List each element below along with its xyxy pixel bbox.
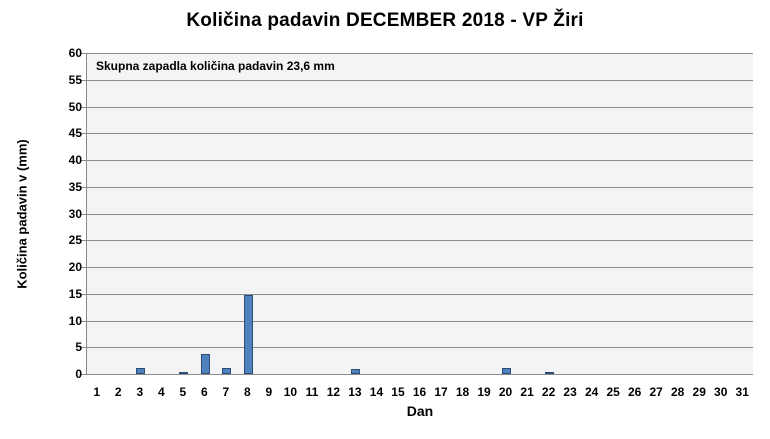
gridline [87,374,753,375]
y-tick-mark [81,347,87,349]
y-tick-mark [81,293,87,295]
y-tick-mark [81,267,87,268]
x-tick-label: 18 [455,385,470,399]
gridline [87,106,753,108]
x-axis-label: Dan [406,403,434,419]
y-tick-mark [81,53,87,54]
x-tick-label: 6 [200,385,208,399]
gridline [87,267,753,268]
gridline [87,240,753,242]
x-tick-label: 7 [222,385,230,399]
y-tick-label: 0 [75,367,82,381]
x-tick-label: 30 [714,385,728,399]
x-tick-label: 2 [114,385,122,399]
y-tick-mark [81,79,87,81]
x-tick-label: 1 [93,385,101,399]
x-tick-label: 11 [305,385,319,399]
x-tick-label: 27 [649,385,663,399]
y-tick-label: 10 [68,313,82,328]
bar-day-3 [136,367,146,374]
y-tick-label: 5 [75,340,82,355]
x-tick-label: 10 [283,385,298,399]
x-tick-label: 13 [348,385,362,399]
y-tick-label: 45 [68,126,82,141]
x-tick-label: 25 [606,385,620,399]
x-tick-label: 23 [563,385,577,399]
y-tick-label: 30 [68,206,82,221]
y-tick-label: 50 [68,99,82,114]
y-tick-label: 35 [68,179,82,194]
x-tick-label: 19 [477,385,491,399]
y-axis-label: Količina padavin v (mm) [14,139,30,289]
bar-day-20 [502,367,512,374]
gridline [87,320,753,322]
y-tick-mark [81,240,87,242]
y-tick-mark [81,133,87,135]
x-tick-label: 31 [735,385,749,399]
y-tick-label: 60 [68,46,82,60]
bar-day-6 [200,353,210,374]
gridline [87,79,753,81]
y-tick-label: 25 [68,233,82,248]
bar-day-22 [545,372,555,374]
x-tick-label: 28 [671,385,685,399]
x-tick-label: 8 [244,385,251,399]
x-tick-label: 29 [692,385,706,399]
x-tick-label: 3 [136,385,144,399]
x-tick-label: 16 [412,385,427,399]
gridline [87,293,753,295]
x-tick-label: 12 [326,385,341,399]
y-tick-mark [81,213,87,215]
x-tick-label: 20 [498,385,513,399]
gridline [87,347,753,349]
x-tick-label: 14 [369,385,384,399]
total-annotation: Skupna zapadla količina padavin 23,6 mm [96,59,335,73]
x-tick-label: 22 [541,385,556,399]
x-tick-label: 24 [584,385,599,399]
bar-day-5 [179,372,189,374]
x-tick-label: 5 [179,385,187,399]
x-tick-label: 21 [520,385,534,399]
y-tick-label: 20 [68,260,82,274]
y-tick-label: 40 [68,153,82,167]
y-tick-mark [81,186,87,188]
x-tick-label: 9 [265,385,273,399]
gridline [87,53,753,54]
x-tick-label: 15 [391,385,405,399]
gridline [87,160,753,161]
y-tick-label: 15 [68,286,82,301]
plot-area [81,53,753,375]
y-tick-label: 55 [68,72,82,87]
y-tick-mark [81,374,87,375]
bar-day-8 [243,294,253,374]
chart-title: Količina padavin DECEMBER 2018 - VP Žiri [186,10,584,31]
y-tick-mark [81,320,87,322]
x-tick-label: 17 [434,385,448,399]
y-tick-mark [81,160,87,161]
gridline [87,186,753,188]
x-tick-label: 4 [157,385,165,399]
gridline [87,213,753,215]
bar-day-13 [351,368,361,374]
bar-day-7 [222,367,232,374]
y-tick-mark [81,106,87,108]
x-tick-label: 26 [627,385,642,399]
gridline [87,133,753,135]
